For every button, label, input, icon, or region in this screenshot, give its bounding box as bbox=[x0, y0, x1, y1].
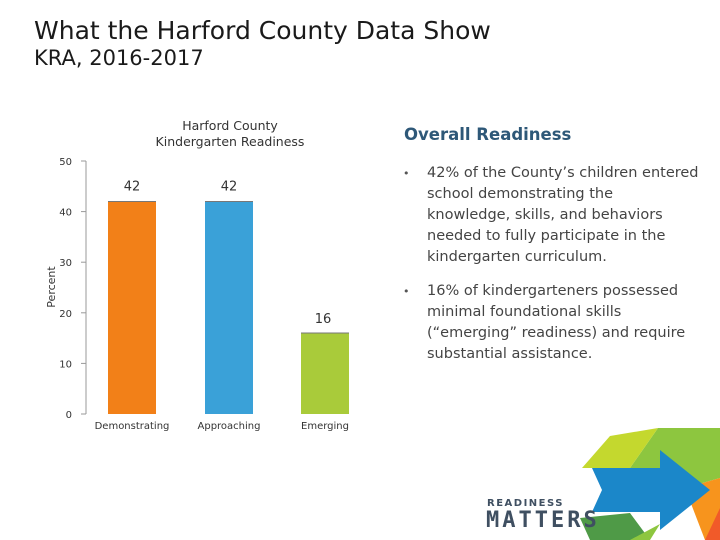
y-axis-label: Percent bbox=[45, 266, 58, 308]
bar-approaching bbox=[205, 201, 253, 414]
x-tick-label: Demonstrating bbox=[95, 421, 170, 432]
y-tick-label: 0 bbox=[66, 410, 72, 421]
bar-demonstrating bbox=[108, 201, 156, 414]
readiness-matters-logo-art bbox=[580, 428, 720, 540]
data-label: 16 bbox=[315, 312, 332, 327]
logo-tile-yellow-green bbox=[582, 428, 658, 468]
y-tick-label: 20 bbox=[59, 309, 72, 320]
chart-title: Harford County Kindergarten Readiness bbox=[130, 118, 330, 150]
logo-tile-red bbox=[705, 508, 720, 540]
slide-subtitle: KRA, 2016-2017 bbox=[34, 46, 204, 70]
readiness-bullet-list: • 42% of the County’s children entered sc… bbox=[400, 163, 700, 378]
bullet-text: 42% of the County’s children entered sch… bbox=[427, 165, 699, 265]
slide-title: What the Harford County Data Show bbox=[34, 16, 491, 45]
bullet-item: • 16% of kindergarteners possessed minima… bbox=[400, 281, 700, 365]
data-label: 42 bbox=[124, 179, 141, 194]
bullet-item: • 42% of the County’s children entered sc… bbox=[400, 163, 700, 268]
logo-tile-light-green bbox=[630, 524, 660, 540]
bar-emerging bbox=[301, 333, 349, 414]
chart-title-line-2: Kindergarten Readiness bbox=[155, 134, 305, 149]
chart-title-line-1: Harford County bbox=[182, 118, 278, 133]
x-tick-label: Approaching bbox=[198, 421, 261, 432]
bullet-icon: • bbox=[403, 285, 410, 298]
y-tick-label: 30 bbox=[59, 258, 72, 269]
data-label: 42 bbox=[221, 179, 238, 194]
overall-readiness-heading: Overall Readiness bbox=[404, 125, 572, 144]
bar-chart: 0 10 20 30 40 50 Percent 42 Demonstrating 42 Appro… bbox=[45, 157, 349, 432]
logo-text-readiness: READINESS bbox=[487, 498, 564, 509]
logo-arrow-shape bbox=[592, 450, 710, 530]
y-tick-label: 40 bbox=[59, 208, 72, 219]
bullet-text: 16% of kindergarteners possessed minimal… bbox=[427, 283, 686, 362]
x-tick-label: Emerging bbox=[301, 421, 349, 432]
logo-text-matters: MATTERS bbox=[486, 508, 600, 533]
y-tick-label: 50 bbox=[59, 157, 72, 168]
y-tick-label: 10 bbox=[59, 359, 72, 370]
bullet-icon: • bbox=[403, 167, 410, 180]
logo-tile-dark-green bbox=[580, 513, 650, 540]
